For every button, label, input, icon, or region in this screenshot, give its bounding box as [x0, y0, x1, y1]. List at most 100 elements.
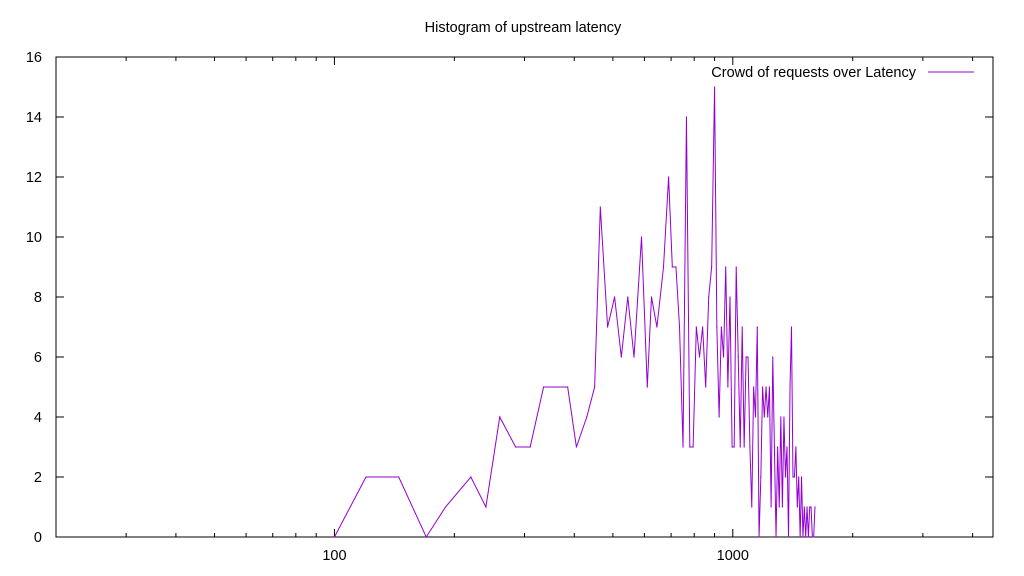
data-point: [692, 446, 694, 448]
x-tick-label: 100: [322, 548, 346, 564]
data-point: [743, 446, 745, 448]
y-tick-label: 2: [34, 470, 42, 486]
data-point: [777, 446, 779, 448]
data-point: [685, 116, 688, 118]
data-point: [773, 446, 776, 448]
data-point: [594, 386, 596, 388]
data-point: [813, 536, 815, 538]
legend: Crowd of requests over Latency: [711, 65, 974, 81]
data-point: [793, 476, 796, 478]
data-point: [675, 266, 677, 268]
data-point: [731, 446, 733, 448]
data-point: [756, 326, 758, 328]
data-point: [780, 416, 782, 418]
data-point: [758, 536, 760, 538]
data-point: [678, 326, 681, 328]
data-point: [749, 446, 751, 448]
data-point: [810, 506, 812, 508]
data-point: [727, 386, 729, 388]
data-point: [682, 446, 684, 448]
plot-frame: [55, 56, 994, 538]
y-tick-label: 4: [34, 410, 42, 426]
data-point: [792, 476, 794, 478]
data-point: [365, 476, 367, 478]
data-point: [607, 326, 609, 328]
data-point: [747, 356, 749, 358]
data-point: [767, 416, 769, 418]
data-point: [802, 536, 804, 538]
y-tick-label: 16: [26, 50, 42, 66]
data-point: [698, 356, 701, 358]
data-point: [790, 326, 793, 328]
data-point: [695, 326, 697, 328]
data-point: [499, 416, 501, 418]
x-tick-label: 1000: [717, 548, 749, 564]
data-point: [760, 476, 762, 478]
data-point: [650, 296, 653, 298]
data-point: [705, 386, 707, 388]
data-point: [718, 416, 720, 418]
data-point: [796, 506, 798, 508]
data-point: [667, 176, 670, 178]
data-point: [772, 356, 774, 358]
y-axis: 0 2 4 6 8 10 12 14 16: [26, 50, 993, 546]
data-point: [803, 506, 805, 508]
data-point: [620, 356, 622, 358]
chart-title: Histogram of upstream latency: [425, 20, 622, 36]
data-point: [770, 506, 772, 508]
y-tick-label: 12: [26, 170, 42, 186]
data-point: [529, 446, 531, 448]
data-point: [778, 506, 780, 508]
data-point: [689, 446, 691, 448]
data-point: [720, 326, 722, 328]
data-point: [398, 476, 400, 478]
y-tick-label: 14: [26, 110, 42, 126]
data-point: [807, 536, 809, 538]
data-point: [733, 446, 735, 448]
data-point: [555, 386, 557, 388]
data-point: [633, 356, 635, 358]
series-line-1: [333, 86, 816, 539]
data-point: [713, 86, 716, 88]
data-point: [787, 536, 790, 538]
data-point: [613, 296, 616, 298]
data-point: [575, 446, 578, 448]
data-point: [671, 266, 673, 268]
data-point: [795, 446, 797, 448]
x-axis: 100 1000: [55, 57, 974, 564]
y-tick-label: 0: [34, 530, 42, 546]
data-point: [789, 386, 791, 388]
data-point: [702, 326, 704, 328]
series-layer: [333, 86, 816, 539]
data-point: [806, 506, 808, 508]
data-point: [768, 386, 771, 388]
data-point: [444, 506, 447, 508]
series-points-1: [333, 86, 816, 538]
data-point: [763, 416, 765, 418]
data-point: [646, 386, 648, 388]
data-point: [708, 296, 710, 298]
data-point: [716, 326, 718, 328]
data-point: [800, 476, 803, 478]
data-point: [786, 446, 788, 448]
data-point: [515, 446, 517, 448]
data-point: [783, 416, 785, 418]
data-point: [753, 386, 755, 388]
data-point: [599, 206, 601, 208]
data-point: [739, 446, 741, 448]
data-point: [627, 296, 629, 298]
data-point: [781, 506, 783, 508]
y-tick-label: 8: [34, 290, 42, 306]
legend-label-series-1: Crowd of requests over Latency: [711, 65, 916, 81]
data-point: [722, 356, 725, 358]
data-point: [741, 326, 743, 328]
data-point: [745, 356, 747, 358]
data-point: [805, 536, 807, 538]
data-point: [640, 236, 643, 238]
data-point: [737, 356, 739, 358]
data-point: [711, 266, 713, 268]
data-point: [485, 506, 487, 508]
data-point: [735, 266, 737, 268]
data-point: [751, 506, 753, 508]
